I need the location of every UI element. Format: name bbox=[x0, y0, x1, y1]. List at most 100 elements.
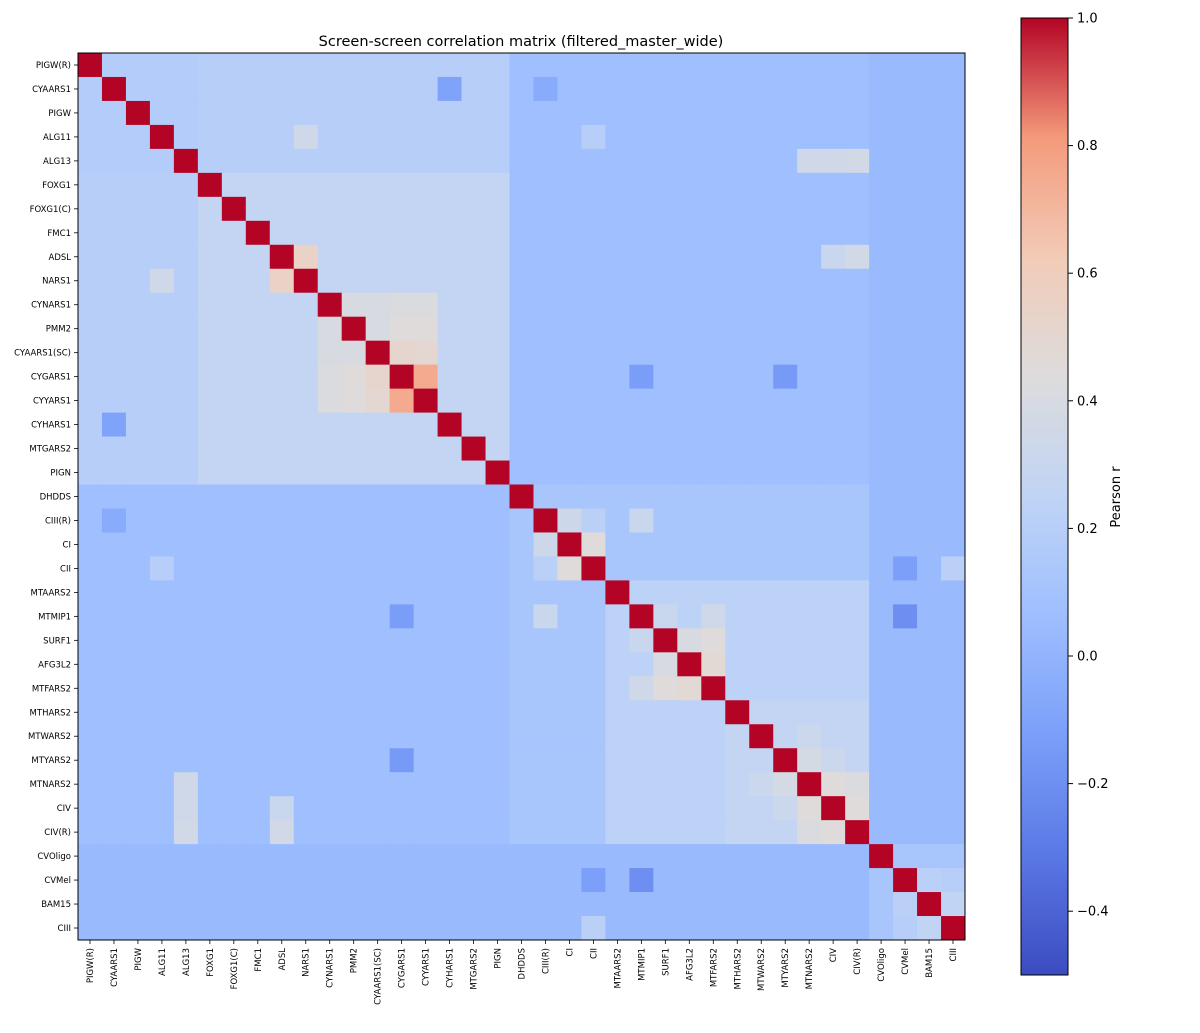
column-label: CYGARS1 bbox=[398, 948, 408, 988]
heatmap-cell bbox=[533, 53, 558, 78]
heatmap-cell bbox=[101, 652, 127, 677]
heatmap-cell bbox=[221, 508, 247, 533]
heatmap-cell bbox=[341, 916, 367, 941]
heatmap-cell bbox=[365, 868, 391, 893]
heatmap-cell bbox=[557, 316, 582, 342]
heatmap-cell bbox=[773, 100, 798, 126]
row-label: CVMel bbox=[44, 876, 71, 886]
heatmap-cell bbox=[797, 676, 822, 701]
heatmap-cell bbox=[893, 53, 918, 78]
heatmap-cell bbox=[78, 748, 103, 773]
heatmap-cell bbox=[413, 244, 438, 270]
heatmap-cell bbox=[749, 436, 774, 461]
heatmap-cell bbox=[845, 796, 870, 821]
heatmap-cell bbox=[845, 580, 870, 605]
heatmap-cell bbox=[293, 220, 319, 246]
heatmap-cell bbox=[845, 220, 870, 246]
heatmap-cell bbox=[773, 724, 798, 749]
heatmap-cell bbox=[581, 748, 606, 773]
heatmap-cell bbox=[821, 340, 846, 366]
heatmap-cell bbox=[437, 148, 462, 174]
heatmap-cell bbox=[629, 748, 654, 773]
heatmap-cell bbox=[869, 676, 894, 701]
heatmap-cell bbox=[725, 268, 750, 294]
heatmap-cell bbox=[173, 53, 199, 78]
heatmap-cell bbox=[485, 580, 510, 605]
heatmap-cell bbox=[149, 604, 175, 629]
heatmap-cell bbox=[341, 220, 367, 246]
heatmap-cell bbox=[581, 340, 606, 366]
heatmap-cell bbox=[773, 604, 798, 629]
heatmap-cell bbox=[101, 124, 127, 150]
heatmap-cell bbox=[773, 796, 798, 821]
heatmap-cell bbox=[413, 53, 438, 78]
heatmap-cell bbox=[293, 724, 319, 749]
heatmap-cell bbox=[509, 364, 534, 390]
heatmap-cell bbox=[533, 76, 558, 102]
heatmap-cell bbox=[269, 604, 295, 629]
heatmap-cell bbox=[437, 916, 462, 941]
heatmap-cell bbox=[293, 772, 319, 797]
heatmap-cell bbox=[437, 364, 462, 390]
heatmap-cell bbox=[389, 268, 415, 294]
heatmap-cell bbox=[701, 604, 726, 629]
heatmap-cell bbox=[101, 340, 127, 366]
heatmap-cell bbox=[725, 532, 750, 557]
heatmap-cell bbox=[197, 412, 223, 437]
heatmap-cell bbox=[173, 316, 199, 342]
heatmap-cell bbox=[725, 484, 750, 509]
heatmap-cell bbox=[629, 604, 654, 629]
heatmap-cell bbox=[125, 604, 151, 629]
heatmap-cell bbox=[797, 796, 822, 821]
heatmap-cell bbox=[221, 412, 247, 437]
heatmap-cell bbox=[221, 268, 247, 294]
heatmap-cell bbox=[461, 220, 486, 246]
heatmap-cell bbox=[197, 316, 223, 342]
heatmap-cell bbox=[485, 364, 510, 390]
heatmap-cell bbox=[317, 436, 343, 461]
heatmap-cell bbox=[893, 868, 918, 893]
heatmap-cell bbox=[389, 388, 415, 413]
heatmap-cell bbox=[581, 916, 606, 941]
heatmap-cell bbox=[797, 196, 822, 222]
heatmap-cell bbox=[149, 172, 175, 198]
heatmap-cell bbox=[317, 700, 343, 725]
heatmap-cell bbox=[221, 652, 247, 677]
heatmap-cell bbox=[821, 556, 846, 581]
heatmap-cell bbox=[125, 508, 151, 533]
heatmap-cell bbox=[413, 196, 438, 222]
heatmap-cell bbox=[413, 700, 438, 725]
heatmap-cell bbox=[101, 772, 127, 797]
heatmap-cell bbox=[749, 532, 774, 557]
heatmap-cell bbox=[485, 796, 510, 821]
heatmap-cell bbox=[341, 196, 367, 222]
column-label: CYHARS1 bbox=[446, 948, 456, 988]
heatmap-cell bbox=[317, 892, 343, 917]
heatmap-cell bbox=[701, 532, 726, 557]
heatmap-cell bbox=[197, 220, 223, 246]
heatmap-cell bbox=[173, 268, 199, 294]
heatmap-cell bbox=[677, 532, 702, 557]
heatmap-cell bbox=[245, 460, 271, 485]
column-label: CI bbox=[565, 948, 575, 956]
heatmap-cell bbox=[605, 844, 630, 869]
heatmap-cell bbox=[533, 652, 558, 677]
heatmap-cell bbox=[581, 244, 606, 270]
heatmap-cell bbox=[773, 53, 798, 78]
heatmap-cell bbox=[845, 532, 870, 557]
heatmap-cell bbox=[557, 220, 582, 246]
heatmap-cell bbox=[269, 892, 295, 917]
heatmap-cell bbox=[677, 316, 702, 342]
heatmap-cell bbox=[461, 76, 486, 102]
heatmap-cell bbox=[557, 508, 582, 533]
heatmap-cell bbox=[917, 388, 942, 413]
heatmap-cell bbox=[845, 844, 870, 869]
heatmap-cell bbox=[629, 220, 654, 246]
heatmap-cell bbox=[749, 364, 774, 390]
heatmap-cell bbox=[845, 556, 870, 581]
heatmap-cell bbox=[749, 508, 774, 533]
heatmap-cell bbox=[605, 388, 630, 413]
heatmap-cell bbox=[557, 676, 582, 701]
heatmap-cell bbox=[773, 148, 798, 174]
heatmap-cell bbox=[557, 460, 582, 485]
